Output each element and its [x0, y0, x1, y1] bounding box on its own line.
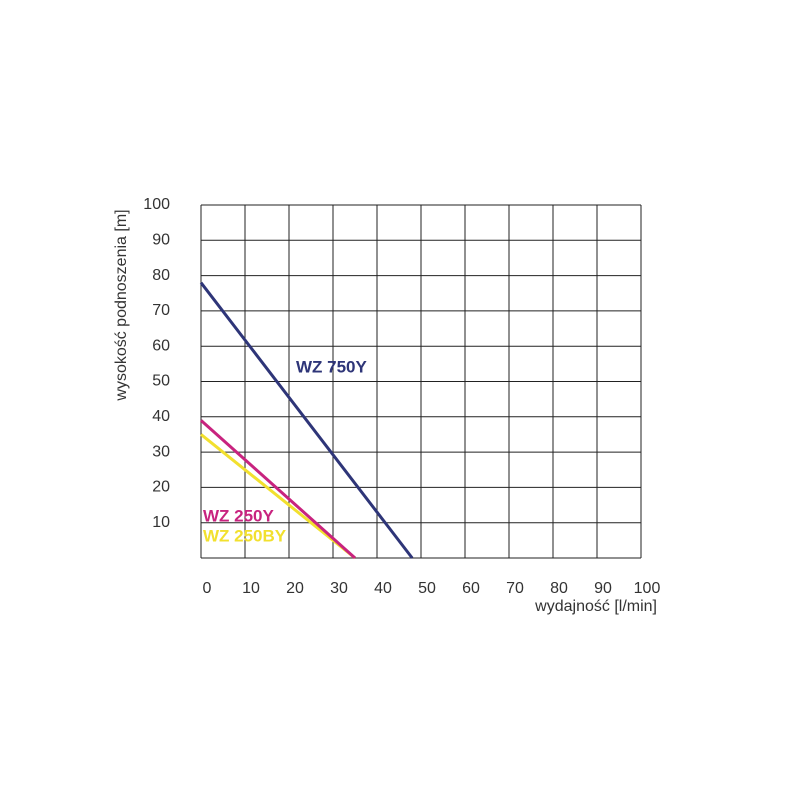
x-tick-label: 90: [594, 580, 612, 597]
x-tick-label: 60: [462, 580, 480, 597]
y-tick-label: 100: [143, 196, 170, 213]
y-tick-label: 70: [152, 302, 170, 319]
y-tick-label: 30: [152, 443, 170, 460]
x-tick-label: 100: [634, 580, 661, 597]
y-tick-label: 80: [152, 267, 170, 284]
x-tick-label: 40: [374, 580, 392, 597]
x-tick-label: 30: [330, 580, 348, 597]
series-line: [200, 433, 356, 560]
x-tick-label: 20: [286, 580, 304, 597]
series-line: [199, 281, 414, 559]
x-tick-label: 80: [550, 580, 568, 597]
y-tick-label: 50: [152, 373, 170, 390]
x-tick-label: 70: [506, 580, 524, 597]
x-tick-label: 10: [242, 580, 260, 597]
series-label: WZ 750Y: [296, 357, 368, 376]
y-tick-label: 60: [152, 337, 170, 354]
x-tick-label: 50: [418, 580, 436, 597]
series-line: [200, 419, 356, 560]
y-tick-label: 10: [152, 514, 170, 531]
series-label: WZ 250BY: [203, 526, 287, 545]
x-axis-label: wydajność [l/min]: [534, 598, 657, 615]
series-label: WZ 250Y: [203, 506, 275, 525]
y-axis-label: wysokość podnoszenia [m]: [113, 209, 130, 401]
y-tick-label: 20: [152, 479, 170, 496]
x-tick-label: 0: [203, 580, 212, 597]
y-tick-label: 40: [152, 408, 170, 425]
y-tick-label: 90: [152, 232, 170, 249]
